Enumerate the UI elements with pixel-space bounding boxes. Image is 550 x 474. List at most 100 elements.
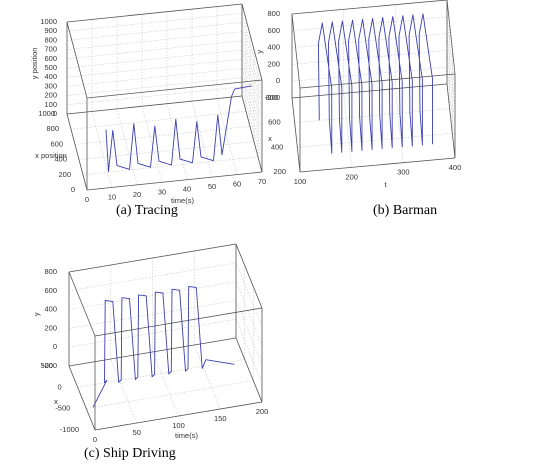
grid-line — [193, 344, 221, 410]
y-axis-label: x — [268, 134, 272, 143]
grid-line — [116, 108, 138, 185]
z-tick-label: 100 — [44, 100, 57, 109]
x-tick-label: 100 — [294, 177, 307, 186]
axis-line — [66, 21, 88, 99]
grid-line — [66, 31, 263, 108]
x-tick-label: 50 — [208, 182, 216, 191]
z-tick-label: -200 — [265, 93, 280, 102]
grid-line — [74, 126, 251, 145]
y-axis-label: x position — [35, 151, 67, 160]
grid-line — [66, 86, 263, 163]
grid-line — [70, 110, 247, 130]
axis-line — [291, 13, 301, 89]
y-tick-label: -1000 — [60, 425, 79, 434]
axis-line — [86, 79, 263, 99]
grid-line — [291, 66, 456, 142]
grid-line — [82, 156, 259, 176]
x-tick-label: 40 — [183, 185, 191, 194]
z-tick-label: -200 — [42, 361, 57, 370]
x-tick-label: 10 — [108, 192, 116, 201]
y-tick-label: 400 — [271, 142, 284, 151]
axis-line — [299, 73, 456, 89]
z-tick-label: 500 — [44, 63, 57, 72]
grid-line — [110, 358, 138, 424]
x-tick-label: 100 — [172, 421, 185, 430]
axis-frame — [291, 0, 456, 173]
axis-line — [291, 97, 301, 173]
x-tick-label: 20 — [133, 190, 141, 199]
grid-line — [66, 77, 263, 154]
x-tick-label: 300 — [397, 168, 410, 177]
series-trace — [317, 13, 433, 154]
y-axis-label: x — [54, 397, 58, 406]
axis-frame — [66, 3, 263, 191]
z-tick-label: 0 — [276, 76, 280, 85]
chart-ship-driving: 0 50 100 150 200 -1000 -500 0 500-200 0 200 400 600 8… — [32, 243, 269, 444]
y-tick-label: 800 — [46, 124, 59, 133]
grid-line — [152, 351, 179, 417]
axis-line — [68, 365, 96, 431]
y-tick-label: 200 — [58, 170, 71, 179]
axis-line — [68, 243, 237, 273]
grid-line — [216, 98, 238, 175]
z-tick-label: 600 — [44, 286, 57, 295]
y-tick-label: 800 — [265, 93, 278, 102]
grid-line — [86, 380, 254, 409]
grid-line — [66, 95, 263, 173]
grid-line — [66, 40, 263, 117]
caption-barman: (b) Barman — [373, 203, 438, 218]
grid-line — [68, 243, 263, 309]
y-tick-label: -500 — [55, 404, 70, 413]
y-tick-label: 1000 — [38, 109, 55, 118]
grid-line — [66, 58, 263, 136]
axis-line — [94, 401, 263, 431]
z-tick-label: 800 — [44, 267, 57, 276]
x-tick-label: 400 — [449, 163, 462, 172]
z-tick-label: 200 — [44, 323, 57, 332]
x-tick-label: 200 — [345, 172, 358, 181]
axis-line — [68, 337, 237, 367]
axis-frame — [68, 243, 263, 431]
caption-tracing: (a) Tracing — [116, 203, 178, 218]
z-tick-label: 400 — [44, 72, 57, 81]
axis-line — [446, 0, 456, 75]
z-tick-label: 800 — [44, 35, 57, 44]
series-trace — [105, 85, 252, 172]
axis-line — [235, 337, 263, 403]
z-tick-label: 300 — [44, 81, 57, 90]
z-tick-label: 1000 — [40, 17, 57, 26]
y-tick-label: 200 — [273, 167, 286, 176]
y-tick-label: 0 — [71, 185, 75, 194]
x-tick-label: 50 — [133, 428, 141, 437]
x-tick-label: 200 — [256, 407, 269, 416]
axis-line — [446, 83, 456, 159]
grid-line — [66, 3, 263, 81]
axis-line — [94, 307, 263, 337]
y-tick-label: 600 — [50, 139, 63, 148]
grid-line — [395, 88, 404, 163]
y-tick-label: 500 — [40, 361, 53, 370]
z-tick-label: 900 — [44, 26, 57, 35]
y-tick-label: 600 — [268, 118, 281, 127]
z-tick-label: 400 — [44, 305, 57, 314]
z-tick-label: 200 — [44, 91, 57, 100]
grid-line — [77, 359, 245, 388]
z-axis-label: y — [255, 50, 264, 54]
axis-line — [66, 113, 88, 191]
grid-line — [66, 12, 263, 90]
grid-line — [294, 108, 450, 123]
z-tick-label: 700 — [44, 45, 57, 54]
axis-line — [86, 171, 263, 191]
grid-line — [343, 93, 352, 168]
chart-barman: 100200300400200400600800-200020040060080… — [255, 0, 461, 189]
x-tick-label: 150 — [214, 414, 227, 423]
x-axis-label: t — [384, 180, 387, 189]
x-tick-label: 0 — [85, 195, 89, 204]
grid-line — [66, 68, 263, 145]
grid-line — [191, 101, 213, 178]
chart-tracing: 0 10 20 30 40 50 60 700200400600800100001002003… — [30, 3, 266, 205]
axis-line — [291, 0, 448, 15]
axis-line — [241, 95, 263, 173]
grid-line — [291, 50, 456, 125]
z-axis-label: y — [32, 312, 41, 316]
